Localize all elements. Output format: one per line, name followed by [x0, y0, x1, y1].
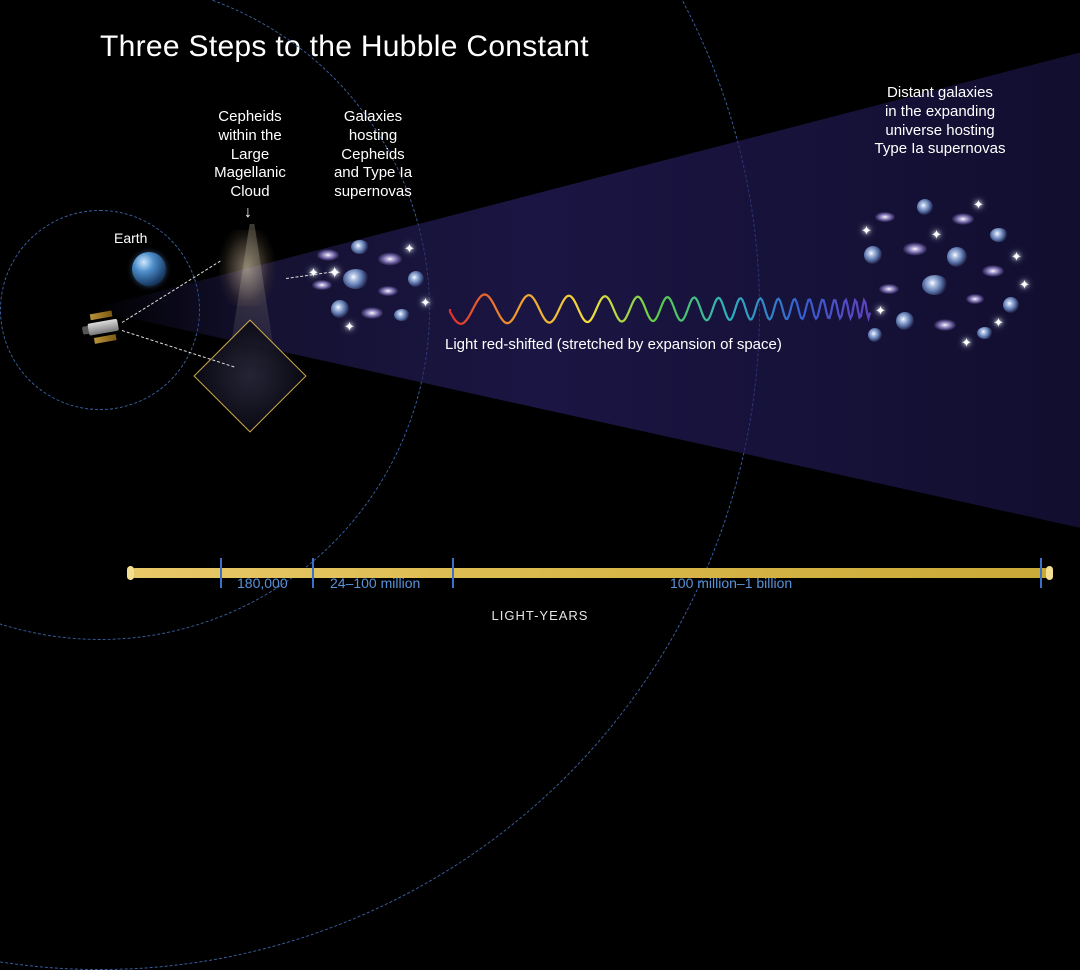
- sparkle-icon: ✦: [993, 315, 1004, 331]
- galaxy-icon: [990, 228, 1008, 242]
- galaxy-icon: [408, 271, 424, 287]
- galaxy-icon: [903, 240, 927, 258]
- galaxy-icon: [343, 269, 369, 289]
- galaxy-icon: [331, 300, 349, 318]
- galaxy-icon: [947, 247, 967, 267]
- sparkle-icon: ✦: [973, 197, 984, 213]
- sparkle-icon: ✦: [404, 241, 415, 257]
- distant-galaxies-label: Distant galaxies in the expanding univer…: [830, 84, 1050, 159]
- sparkle-icon: ✦: [1019, 277, 1030, 293]
- nearby-galaxies-label: Galaxies hosting Cepheids and Type Ia su…: [318, 108, 428, 202]
- galaxy-icon: [934, 317, 956, 333]
- galaxy-icon: [868, 328, 882, 342]
- sparkle-icon: ✦: [875, 303, 886, 319]
- galaxy-icon: [1003, 297, 1019, 313]
- scale-tick: [312, 558, 314, 588]
- scale-tick-label: 100 million–1 billion: [670, 575, 792, 591]
- sparkle-icon: ✦: [961, 335, 972, 351]
- galaxy-icon: [952, 211, 974, 227]
- galaxy-icon: [317, 247, 339, 263]
- arrow-down-icon: ↓: [244, 204, 252, 222]
- sparkle-icon: ✦: [931, 227, 942, 243]
- earth-icon: [132, 252, 166, 286]
- galaxy-icon: [378, 250, 402, 268]
- galaxy-icon: [922, 275, 948, 295]
- scale-tick: [220, 558, 222, 588]
- scale-tick: [452, 558, 454, 588]
- galaxy-icon: [875, 210, 895, 224]
- lmc-label: Cepheids within the Large Magellanic Clo…: [200, 108, 300, 202]
- sparkle-icon: ✦: [420, 295, 431, 311]
- galaxy-icon: [977, 327, 993, 339]
- sparkle-icon: ✦: [1011, 249, 1022, 265]
- scale-tick-label: 180,000: [237, 575, 288, 591]
- galaxy-icon: [896, 312, 914, 330]
- sparkle-icon: ✦: [344, 319, 355, 335]
- earth-label: Earth: [114, 230, 147, 248]
- galaxy-icon: [361, 305, 383, 321]
- galaxy-icon: [864, 246, 882, 264]
- redshift-caption: Light red-shifted (stretched by expansio…: [445, 336, 782, 353]
- galaxy-icon: [982, 263, 1004, 279]
- axis-label: LIGHT-YEARS: [0, 608, 1080, 623]
- galaxy-icon: [879, 282, 899, 296]
- galaxy-icon: [394, 309, 410, 321]
- galaxy-icon: [351, 240, 369, 254]
- sparkle-icon: ✦: [861, 223, 872, 239]
- galaxy-icon: [966, 292, 984, 306]
- galaxy-icon: [917, 199, 933, 215]
- scale-tick: [1040, 558, 1042, 588]
- scale-tick-label: 24–100 million: [330, 575, 420, 591]
- sparkle-icon: ✦: [308, 265, 319, 281]
- galaxy-icon: [378, 284, 398, 298]
- sparkle-icon: ✦: [328, 263, 341, 283]
